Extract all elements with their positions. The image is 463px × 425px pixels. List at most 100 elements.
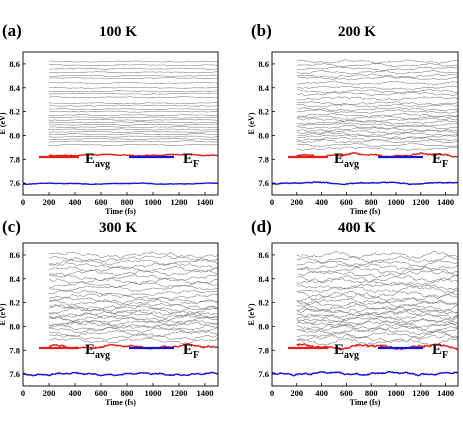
state-level-line [296,119,458,125]
legend-label-sub: avg [344,350,359,361]
panel-label: (a) [2,21,22,40]
x-tick-label: 1000 [388,197,405,207]
state-level-line [48,326,218,334]
y-axis-title: E (eV) [0,303,7,325]
state-level-line [296,255,458,264]
panel-label: (b) [251,21,272,40]
legend-label: EF [432,151,448,170]
state-level-line [296,129,458,135]
state-level-line [296,101,458,106]
state-level-line [49,116,218,119]
state-level-line [296,310,458,319]
state-level-line [48,92,218,95]
state-level-line [296,103,458,108]
x-tick-label: 800 [365,197,378,207]
legend-label-sub: avg [95,159,110,170]
x-tick-label: 0 [21,388,25,398]
state-level-line [48,90,218,93]
state-level-line [49,96,218,99]
legend-label-sub: F [193,159,199,170]
legend: Eavg EF [39,151,199,170]
legend-label-sub: F [442,350,448,361]
y-axis-title: E (eV) [247,303,256,325]
y-tick-label: 8.2 [258,107,269,117]
y-axis-title: E (eV) [247,112,256,134]
state-level-line [48,262,218,270]
x-tick-label: 1400 [197,388,214,398]
y-tick-label: 8.6 [9,59,20,69]
x-tick-label: 800 [365,388,378,398]
legend-label-main: E [85,342,95,358]
state-level-line [296,106,458,112]
y-tick-label: 7.8 [9,154,20,164]
state-level-line [48,104,218,107]
state-level-line [48,337,218,344]
y-tick-label: 7.6 [258,369,269,379]
panel-label: (c) [2,217,21,236]
y-tick-label: 8.0 [258,321,269,331]
state-level-line [296,124,458,130]
state-level-line [48,333,218,341]
state-level-line [296,334,458,343]
legend-label-sub: F [442,159,448,170]
state-level-line [48,130,218,133]
x-tick-label: 400 [69,388,82,398]
state-level-line [296,132,458,137]
state-level-line [296,139,458,144]
x-tick-label: 1200 [171,388,188,398]
axes-frame [271,51,459,196]
x-tick-label: 200 [290,388,303,398]
state-level-line [48,293,218,301]
state-level-line [48,281,218,289]
state-level-line [48,307,218,315]
state-level-line [296,315,458,324]
legend-label-main: E [183,151,193,167]
legend-label: Eavg [334,151,359,170]
x-axis-title: Time (fs) [105,207,136,216]
x-tick-label: 0 [21,197,25,207]
y-tick-label: 8.6 [9,250,20,260]
state-level-line [296,269,458,278]
state-level-line [48,123,218,126]
series-line-e-f [272,370,458,377]
legend: Eavg EF [39,342,199,361]
state-level-line [48,118,218,121]
y-tick-label: 8.0 [9,130,20,140]
panel-c: (c) 300 K 0 200 400 600 800 1000 1200 1400 7.6 7.8 8… [0,217,219,407]
y-tick-label: 8.2 [9,107,20,117]
state-level-line [49,114,218,117]
state-level-line [49,86,218,89]
x-tick-label: 1400 [437,197,454,207]
state-level-line [296,146,458,151]
y-axis-title: E (eV) [0,112,7,134]
state-level-line [49,305,218,312]
state-level-line [48,128,218,131]
legend-label: Eavg [85,342,110,361]
state-level-line [49,121,218,124]
y-tick-label: 8.2 [258,298,269,308]
panel-title: 100 K [99,24,137,40]
series-line-e-f [272,180,458,186]
legend-label: EF [183,151,199,170]
legend: Eavg EF [288,151,448,170]
legend-label-main: E [85,151,95,167]
state-level-line [48,77,218,80]
legend-label-sub: avg [344,159,359,170]
state-level-line [48,316,218,324]
state-level-line [48,265,218,273]
state-level-line [296,278,458,286]
y-tick-label: 7.8 [258,345,269,355]
state-level-line [296,91,458,97]
panel-title: 400 K [338,220,376,236]
x-tick-label: 400 [315,197,328,207]
state-level-line [296,136,458,142]
plot-area [23,60,218,186]
panel-label: (d) [251,217,272,236]
y-tick-label: 8.2 [9,298,20,308]
legend-label: Eavg [334,342,359,361]
series-line-e-f [23,371,218,377]
state-level-line [296,134,458,139]
state-level-line [296,286,458,294]
state-level-line [48,319,218,327]
